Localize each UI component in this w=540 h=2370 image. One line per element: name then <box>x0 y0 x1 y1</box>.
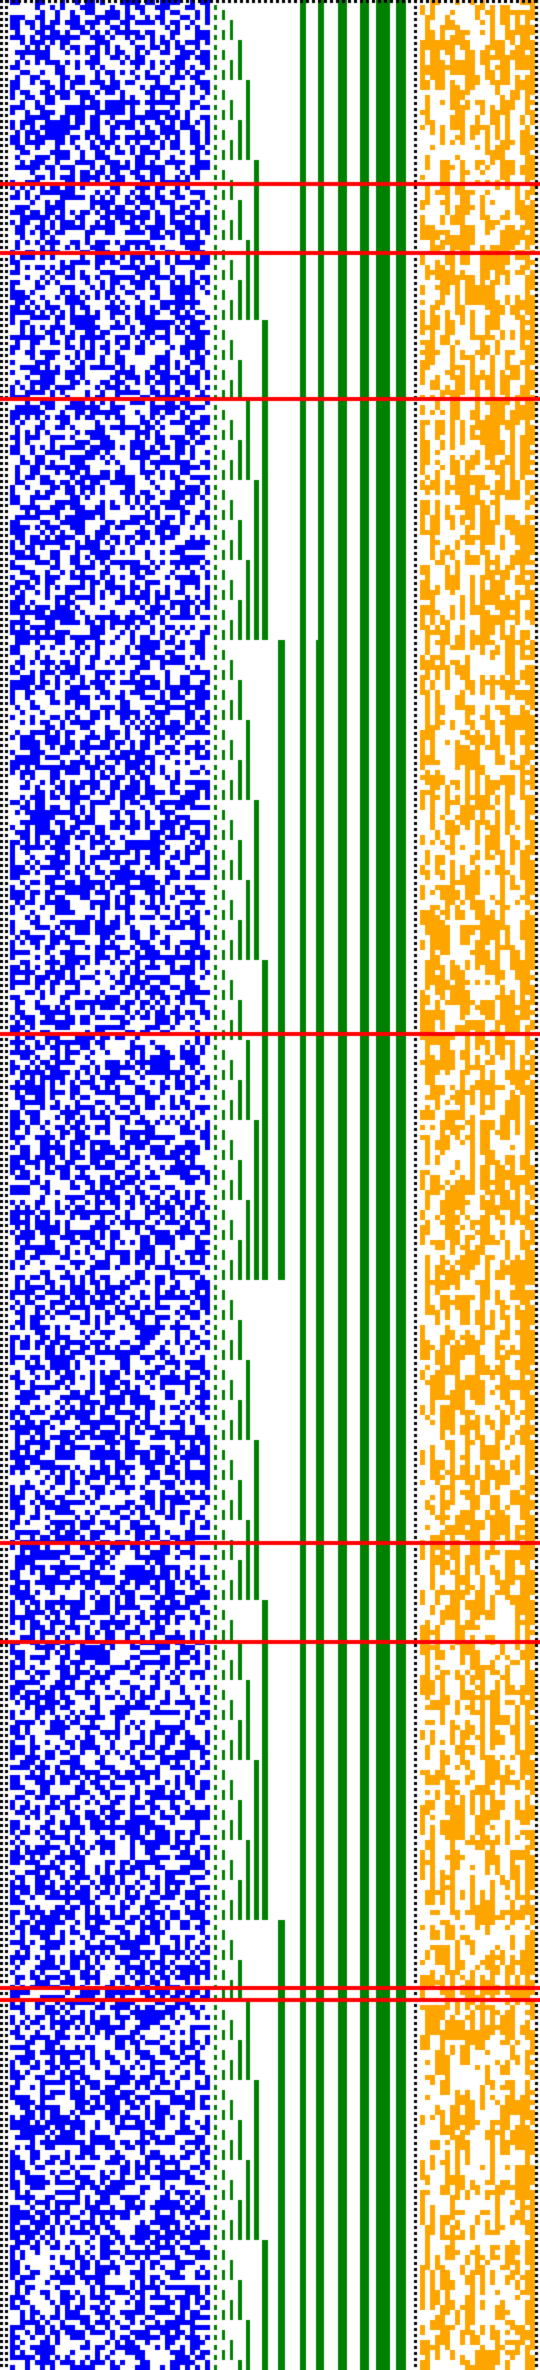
visualization-canvas <box>0 0 540 2370</box>
pixel-visualization <box>0 0 540 2370</box>
